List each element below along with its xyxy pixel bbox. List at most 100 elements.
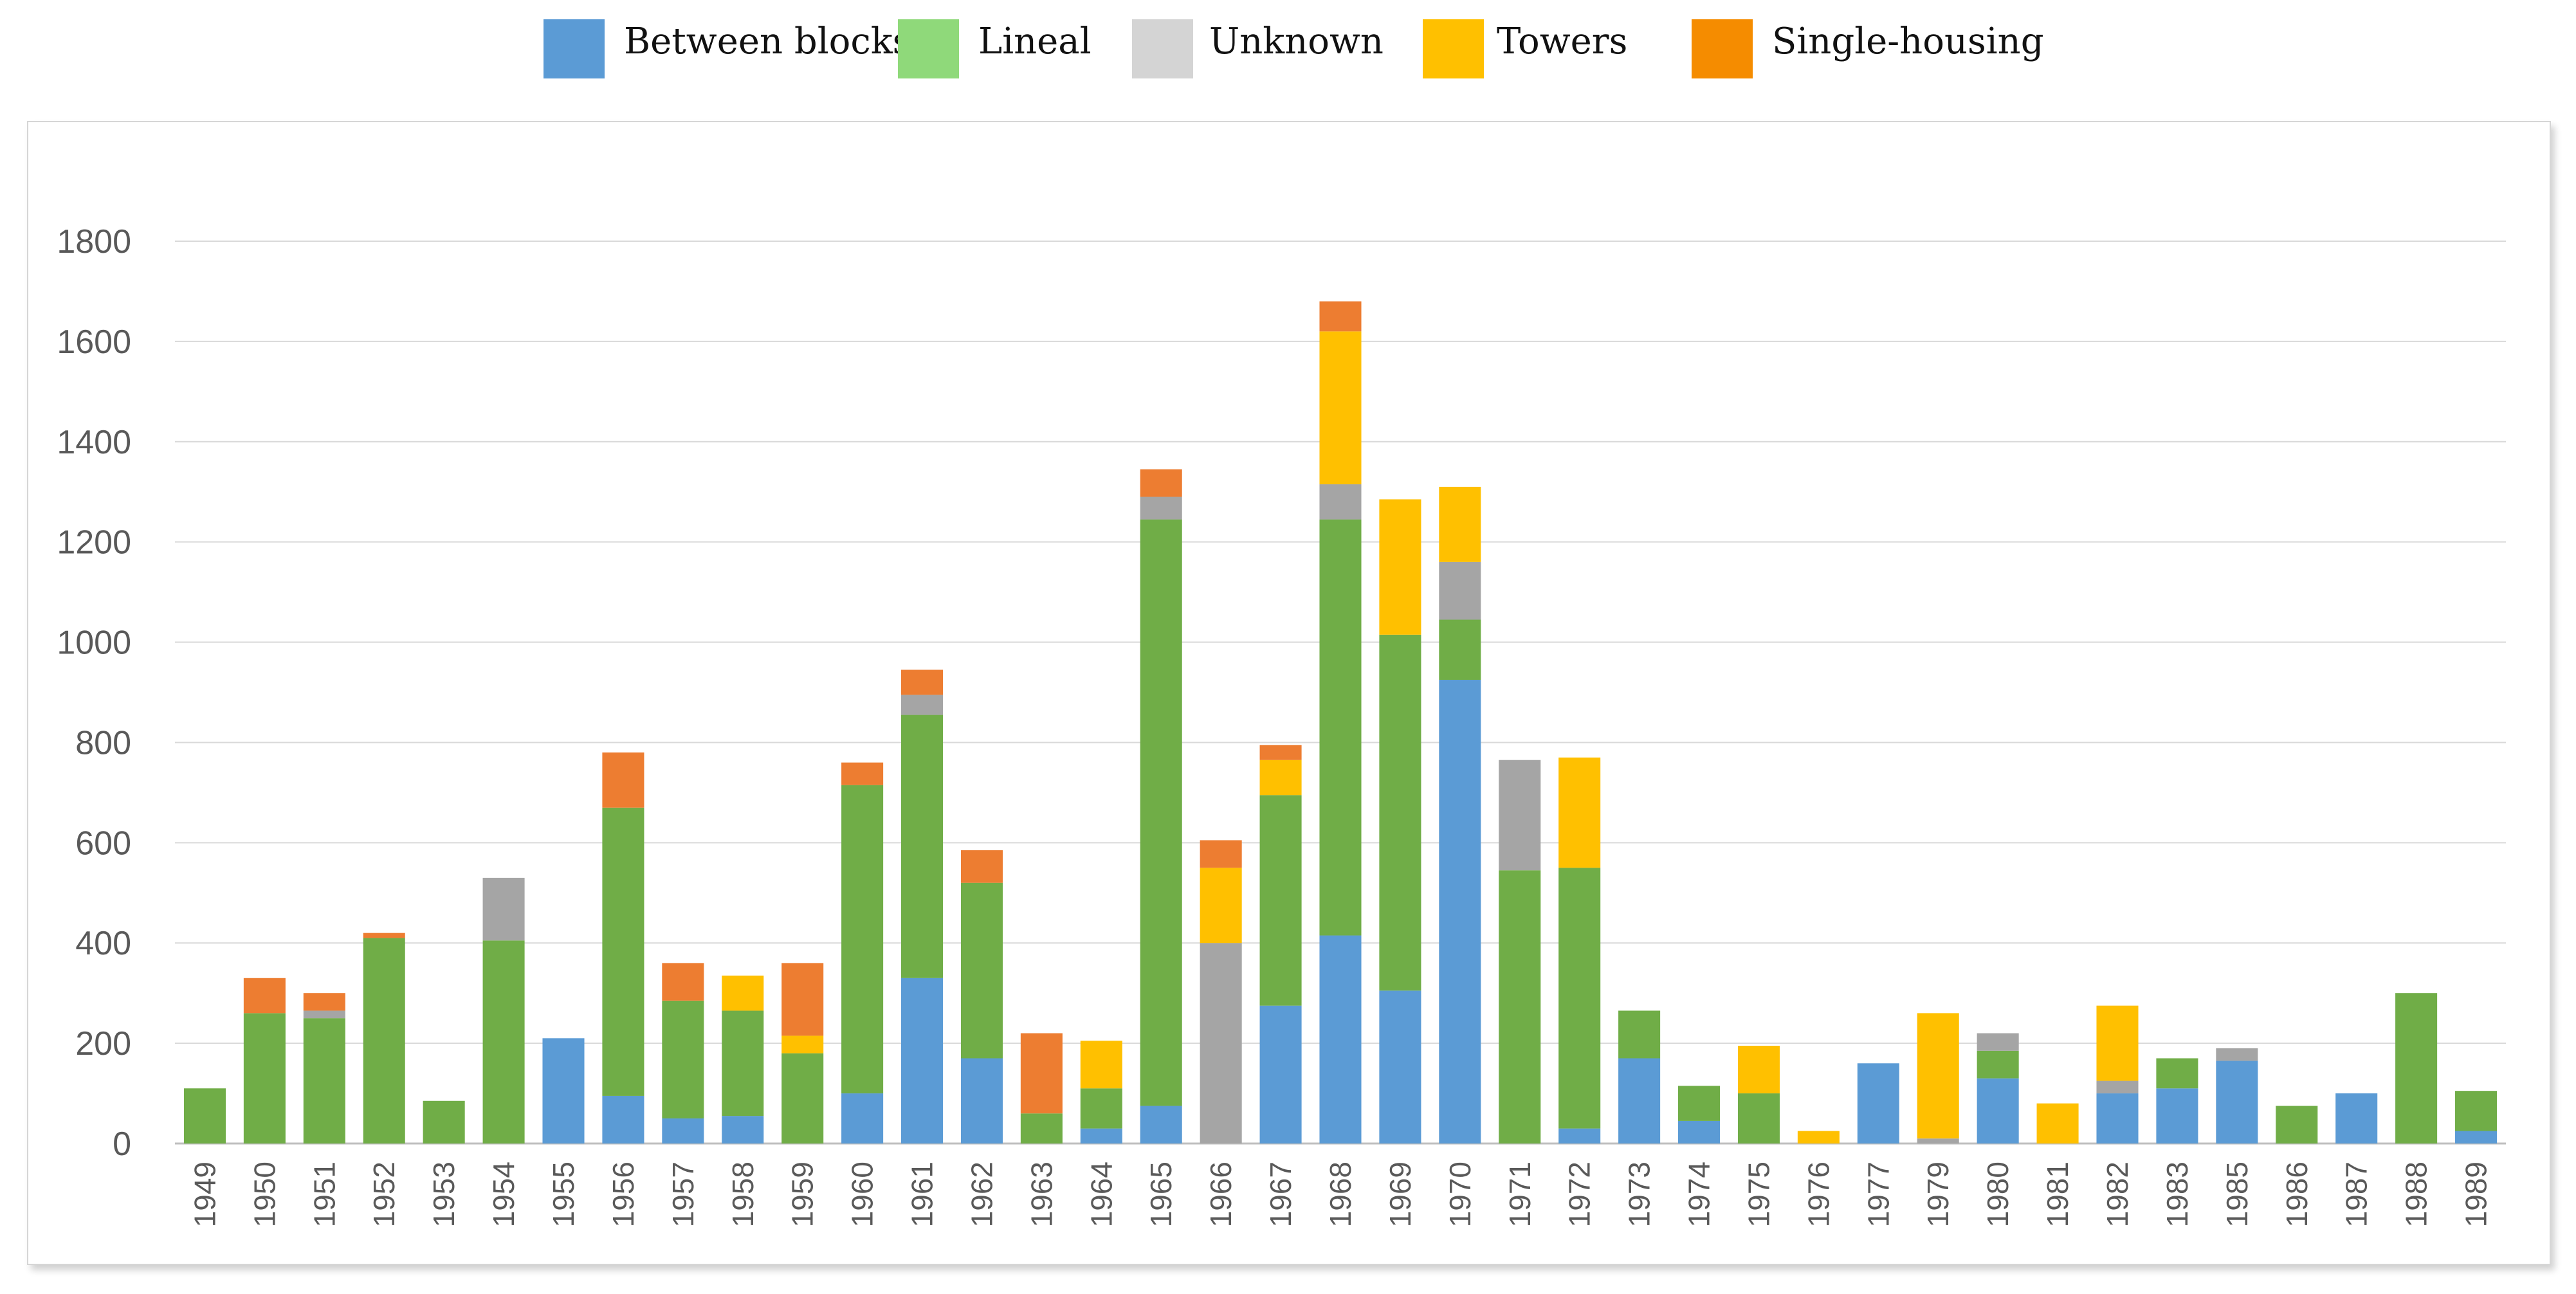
x-tick-label: 1960 <box>846 1162 879 1227</box>
bar-segment-lineal-1950 <box>243 1013 286 1144</box>
x-tick-label: 1989 <box>2460 1162 2493 1227</box>
bar-segment-between-blocks-1961 <box>901 978 944 1144</box>
x-tick-label: 1951 <box>307 1162 341 1227</box>
bar-segment-single-housing-1963 <box>1020 1033 1063 1114</box>
x-tick-label: 1983 <box>2160 1162 2194 1227</box>
bar-segment-unknown-1971 <box>1499 760 1541 871</box>
chart-area: 0 200 400 600 800 1000 1200 1400 1600 1800 1949 195… <box>27 121 2551 1265</box>
legend-label-between-blocks: Between blocks <box>624 21 911 62</box>
bar-segment-single-housing-1962 <box>960 850 1003 883</box>
bar-segment-between-blocks-1983 <box>2156 1088 2198 1144</box>
bar-segment-between-blocks-1973 <box>1618 1058 1661 1144</box>
y-tick-label: 0 <box>113 1125 131 1163</box>
bar-segment-lineal-1949 <box>183 1088 226 1144</box>
bar-segment-lineal-1956 <box>602 807 644 1096</box>
x-tick-label: 1958 <box>726 1162 760 1227</box>
x-tick-label: 1973 <box>1623 1162 1656 1227</box>
bar-segment-lineal-1974 <box>1678 1086 1721 1121</box>
bar-segment-lineal-1980 <box>1977 1050 2019 1079</box>
x-tick-label: 1966 <box>1204 1162 1238 1227</box>
x-tick-label: 1972 <box>1563 1162 1596 1227</box>
y-tick-label: 800 <box>75 724 131 761</box>
x-tick-label: 1987 <box>2340 1162 2373 1227</box>
legend-label-unknown: Unknown <box>1209 21 1384 62</box>
bar-segment-lineal-1959 <box>781 1053 824 1144</box>
bar-segment-lineal-1988 <box>2395 993 2438 1144</box>
bar-segment-unknown-1968 <box>1319 484 1362 520</box>
bar-segment-between-blocks-1970 <box>1439 680 1481 1144</box>
bar-segment-towers-1969 <box>1379 499 1421 635</box>
x-tick-label: 1965 <box>1144 1162 1178 1227</box>
bar-segment-single-housing-1956 <box>602 752 644 808</box>
bar-segment-lineal-1963 <box>1020 1113 1063 1144</box>
y-tick-label: 1000 <box>57 624 131 662</box>
bar-segment-lineal-1969 <box>1379 634 1421 991</box>
bar-segment-single-housing-1952 <box>363 933 405 938</box>
bar-segment-between-blocks-1969 <box>1379 990 1421 1144</box>
legend-swatch-towers <box>1423 19 1484 78</box>
legend-swatch-between-blocks <box>544 19 605 78</box>
bar-segment-towers-1968 <box>1319 331 1362 485</box>
x-tick-label: 1967 <box>1264 1162 1297 1227</box>
bar-segment-unknown-1980 <box>1977 1033 2019 1051</box>
bar-segment-lineal-1983 <box>2156 1058 2198 1089</box>
bar-segment-lineal-1967 <box>1259 795 1302 1006</box>
x-tick-label: 1977 <box>1861 1162 1895 1227</box>
legend-label-towers: Towers <box>1497 21 1628 62</box>
x-tick-label: 1968 <box>1324 1162 1357 1227</box>
bar-segment-single-housing-1959 <box>781 963 824 1036</box>
y-tick-label: 1200 <box>57 524 131 561</box>
x-tick-label: 1969 <box>1384 1162 1417 1227</box>
x-tick-label: 1950 <box>248 1162 281 1227</box>
x-tick-label: 1986 <box>2280 1162 2314 1227</box>
bar-segment-unknown-1965 <box>1140 497 1182 520</box>
bar-segment-towers-1959 <box>781 1035 824 1053</box>
legend-label-single-housing: Single-housing <box>1772 21 2044 62</box>
bar-segment-towers-1982 <box>2096 1005 2139 1081</box>
bar-segment-single-housing-1960 <box>841 762 884 785</box>
legend-swatch-lineal <box>898 19 959 78</box>
bar-segment-unknown-1966 <box>1200 943 1242 1144</box>
y-tick-label: 400 <box>75 925 131 962</box>
x-tick-label: 1964 <box>1084 1162 1118 1227</box>
bar-segment-towers-1975 <box>1737 1046 1780 1094</box>
bar-segment-unknown-1970 <box>1439 561 1481 620</box>
bar-segment-between-blocks-1977 <box>1857 1063 1899 1144</box>
x-tick-label: 1959 <box>786 1162 819 1227</box>
bar-segment-single-housing-1951 <box>303 993 345 1011</box>
x-tick-label: 1949 <box>188 1162 221 1227</box>
x-tick-label: 1971 <box>1503 1162 1537 1227</box>
bar-segment-between-blocks-1980 <box>1977 1078 2019 1144</box>
bars <box>183 301 2498 1144</box>
bar-segment-between-blocks-1987 <box>2335 1093 2378 1144</box>
bar-segment-lineal-1970 <box>1439 619 1481 680</box>
bar-segment-towers-1966 <box>1200 868 1242 943</box>
bar-segment-lineal-1953 <box>423 1100 465 1144</box>
bar-segment-lineal-1975 <box>1737 1093 1780 1144</box>
x-tick-label: 1982 <box>2101 1162 2134 1227</box>
bar-segment-towers-1967 <box>1259 760 1302 796</box>
bar-segment-lineal-1962 <box>960 882 1003 1059</box>
bar-segment-lineal-1954 <box>482 940 525 1144</box>
y-tick-label: 1600 <box>57 324 131 361</box>
bar-segment-between-blocks-1956 <box>602 1095 644 1144</box>
bar-segment-towers-1964 <box>1080 1041 1122 1089</box>
bar-segment-between-blocks-1972 <box>1558 1128 1601 1144</box>
bar-segment-lineal-1958 <box>722 1010 764 1116</box>
bar-segment-unknown-1985 <box>2216 1048 2258 1061</box>
x-tick-label: 1963 <box>1025 1162 1058 1227</box>
y-tick-label: 200 <box>75 1025 131 1062</box>
bar-segment-between-blocks-1955 <box>542 1038 585 1144</box>
bar-segment-unknown-1954 <box>482 877 525 941</box>
y-tick-label: 600 <box>75 825 131 862</box>
chart-legend: Between blocks Lineal Unknown Towers Sin… <box>0 14 2576 85</box>
bar-segment-lineal-1968 <box>1319 519 1362 936</box>
bar-segment-between-blocks-1967 <box>1259 1005 1302 1144</box>
x-tick-label: 1985 <box>2220 1162 2254 1227</box>
bar-segment-unknown-1979 <box>1917 1138 1959 1144</box>
bar-segment-lineal-1952 <box>363 938 405 1144</box>
bar-segment-single-housing-1968 <box>1319 301 1362 332</box>
bar-segment-between-blocks-1964 <box>1080 1128 1122 1144</box>
bar-segment-lineal-1961 <box>901 715 944 978</box>
bar-segment-lineal-1986 <box>2276 1106 2318 1144</box>
